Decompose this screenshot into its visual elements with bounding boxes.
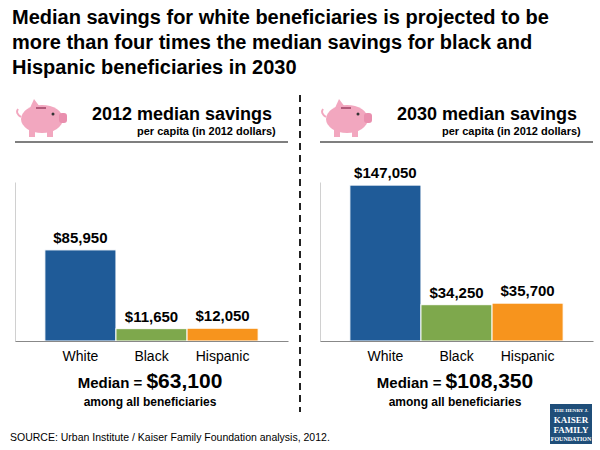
logo: THE HENRY J. KAISERFAMILYFOUNDATION [550,404,592,444]
title: Median savings for white beneficiaries i… [12,6,549,78]
pig-ear [30,99,40,108]
pig-snout [364,113,372,123]
bar [350,185,421,341]
median-note: among all beneficiaries [84,395,217,409]
bars [45,250,258,341]
y-axis-line [320,183,321,342]
panel-title: 2030 median savings [397,104,577,124]
x-tick: Hispanic [501,341,555,364]
x-axis-line [16,341,289,342]
x-tick: Hispanic [196,341,250,364]
data-label: $85,950 [53,229,107,246]
y-axis [15,183,16,342]
x-tick: White [63,341,99,364]
x-tick-label: Hispanic [196,348,250,364]
title-line: Median savings for white beneficiaries i… [12,6,549,28]
pig-eye [52,113,55,116]
panel-rule [15,141,288,143]
piggy-icon [322,99,372,137]
median-annotation: Median = $108,350 [377,369,533,392]
logo-text: FOUNDATION [551,436,592,442]
bar [116,329,187,341]
pig-body [326,105,368,133]
median-value: $63,100 [146,369,222,392]
panel-rule [320,141,593,143]
pig-slot [341,107,351,109]
pig-leg [352,129,358,137]
x-tick-label: Black [439,348,474,364]
data-label: $147,050 [354,164,417,181]
data-label: $11,650 [125,308,178,325]
median-prefix: Median = [377,374,446,391]
data-label: $35,700 [500,282,554,299]
panel-subtitle: per capita (in 2012 dollars) [442,125,581,137]
y-axis [320,183,321,342]
pig-snout [59,113,67,123]
median-prefix: Median = [78,374,147,391]
logo-box [550,404,592,444]
bars [350,185,563,341]
x-tick-label: Black [134,348,169,364]
pig-leg [334,129,340,137]
pig-ear [335,99,345,108]
pig-eye [357,113,360,116]
data-labels: $85,950 $11,650 $12,050 [53,229,249,325]
chart: Median savings for white beneficiaries i… [0,0,600,450]
bar [187,328,258,341]
pig-body [21,105,63,133]
data-labels: $147,050 $34,250 $35,700 [354,164,555,301]
panel-title: 2012 median savings [92,104,272,124]
source: SOURCE: Urban Institute / Kaiser Family … [10,431,330,443]
pig-leg [29,129,35,137]
piggy-icon [17,99,67,137]
x-tick-label: Hispanic [501,348,555,364]
pig-leg [47,129,53,137]
median-note: among all beneficiaries [389,395,522,409]
y-axis-line [15,183,16,342]
logo-text: FAMILY [553,425,589,435]
x-tick-label: White [368,348,404,364]
logo-text: THE HENRY J. [554,408,589,413]
median-value: $108,350 [446,369,534,392]
divider [299,95,301,412]
x-axis: White Black Hispanic [16,341,289,364]
bar [421,305,492,341]
bar [45,250,116,341]
logo-text: KAISER [554,415,589,425]
median-annotation: Median = $63,100 [78,369,223,392]
panel-subtitle: per capita (in 2012 dollars) [137,125,276,137]
pig-tail [322,109,326,117]
x-axis: White Black Hispanic [321,341,594,364]
x-tick: Black [439,341,474,364]
data-label: $34,250 [429,284,483,301]
title-line: more than four times the median savings … [12,31,532,53]
pig-tail [17,109,21,117]
x-tick-label: White [63,348,99,364]
x-tick: Black [134,341,169,364]
x-tick: White [368,341,404,364]
pig-slot [36,107,46,109]
title-line: Hispanic beneficiaries in 2030 [12,56,297,78]
panel: 2012 median savingsper capita (in 2012 d… [15,99,289,409]
panel: 2030 median savingsper capita (in 2012 d… [320,99,594,409]
bar [492,303,563,341]
data-label: $12,050 [195,307,249,324]
x-axis-line [321,341,594,342]
